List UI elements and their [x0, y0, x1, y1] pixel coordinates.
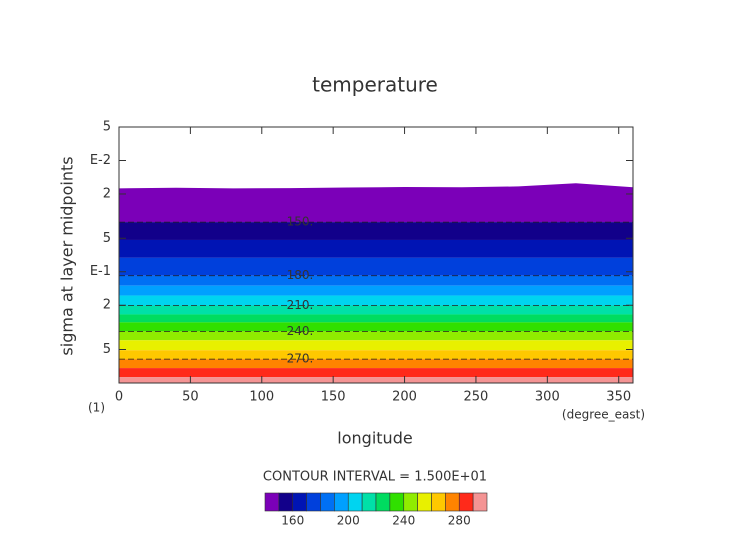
contour-label: 270.: [287, 352, 314, 366]
colorbar-box: [445, 492, 460, 512]
colorbar-box: [431, 492, 446, 512]
colorbar-box: [334, 492, 349, 512]
x-tick-label: 200: [392, 390, 417, 405]
colorbar-tick-label: 240: [392, 514, 415, 528]
contour-band: [119, 275, 633, 286]
colorbar-box: [264, 492, 280, 512]
colorbar-box: [472, 492, 488, 512]
chart-title: temperature: [312, 73, 438, 97]
colorbar-tick-label: 280: [448, 514, 471, 528]
colorbar-box: [389, 492, 405, 512]
colorbar-box: [320, 492, 335, 512]
y-tick-label: E-1: [90, 264, 111, 279]
contour-band: [119, 331, 633, 341]
y-tick-label: E-2: [90, 153, 111, 168]
y-tick-label: 5: [103, 120, 111, 135]
colorbar-tick-label: 160: [281, 514, 304, 528]
contour-band: [119, 239, 633, 258]
colorbar-box: [361, 492, 377, 512]
contour-band: [119, 359, 633, 369]
contour-band: [119, 285, 633, 296]
contour-band: [119, 377, 633, 383]
colorbar-box: [417, 492, 432, 512]
y-tick-label: 5: [103, 342, 111, 357]
x-tick-label: 250: [464, 390, 489, 405]
contour-band: [119, 222, 633, 240]
contour-band: [119, 322, 633, 332]
y-tick-label: 5: [103, 231, 111, 246]
colorbar-tick-label: 200: [337, 514, 360, 528]
y-axis-label: sigma at layer midpoints: [58, 156, 77, 355]
contour-band: [119, 257, 633, 276]
y-tick-label: 2: [103, 298, 111, 313]
x-tick-label: 0: [115, 390, 123, 405]
colorbar-box: [375, 492, 391, 512]
contour-interval: CONTOUR INTERVAL = 1.500E+01: [263, 470, 487, 485]
contour-band: [119, 305, 633, 315]
plot-frame: [118, 126, 634, 384]
colorbar-box: [403, 492, 418, 512]
contour-band: [119, 314, 633, 323]
contour-label: 150.: [287, 215, 314, 229]
x-tick-label: 350: [606, 390, 631, 405]
colorbar-box: [458, 492, 474, 512]
colorbar-box: [292, 492, 307, 512]
x-tick-label: 300: [535, 390, 560, 405]
colorbar-box: [347, 492, 363, 512]
x-tick-label: 150: [321, 390, 346, 405]
contour-band: [119, 368, 633, 378]
x-axis-label: longitude: [337, 429, 412, 448]
x-tick-label: 50: [182, 390, 199, 405]
contour-band: [119, 183, 633, 223]
y-units: (1): [88, 401, 105, 415]
y-tick-label: 2: [103, 186, 111, 201]
contour-band: [119, 350, 633, 360]
contour-label: 240.: [287, 324, 314, 338]
colorbar-box: [306, 492, 321, 512]
x-tick-label: 100: [249, 390, 274, 405]
colorbar-box: [278, 492, 294, 512]
x-units: (degree_east): [562, 408, 645, 422]
contour-band: [119, 340, 633, 351]
contour-label: 180.: [287, 268, 314, 282]
contour-label: 210.: [287, 298, 314, 312]
contour-band: [119, 295, 633, 306]
